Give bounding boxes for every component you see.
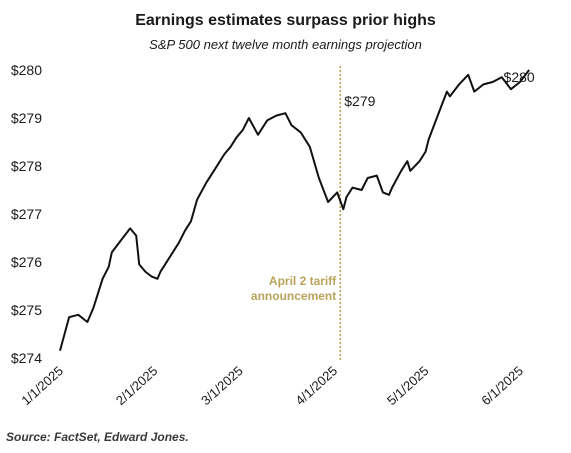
x-tick-label: 3/1/2025 [198, 363, 246, 408]
y-tick-label: $274 [11, 350, 42, 366]
source-note: Source: FactSet, Edward Jones. [6, 430, 189, 444]
x-tick-label: 2/1/2025 [113, 363, 161, 408]
x-tick-label: 6/1/2025 [478, 363, 526, 408]
x-axis-ticks: 1/1/2025 2/1/2025 3/1/2025 4/1/2025 5/1/2025… [18, 363, 526, 408]
annotation-text: announcement [251, 289, 336, 303]
y-tick-label: $278 [11, 158, 42, 174]
chart-subtitle: S&P 500 next twelve month earnings proje… [149, 37, 422, 52]
x-tick-label: 1/1/2025 [18, 363, 66, 408]
y-tick-label: $276 [11, 254, 42, 270]
x-tick-label: 4/1/2025 [293, 363, 341, 408]
series-layer [59, 69, 530, 352]
value-labels: $279 $280 [344, 69, 535, 109]
annotation-text: April 2 tariff [269, 274, 337, 288]
peak-value-label: $279 [344, 93, 375, 109]
x-tick-label: 5/1/2025 [384, 363, 432, 408]
y-tick-label: $280 [11, 62, 42, 78]
y-tick-label: $279 [11, 110, 42, 126]
y-axis-ticks: $274 $275 $276 $277 $278 $279 $280 [11, 62, 42, 366]
end-value-label: $280 [504, 69, 535, 85]
y-tick-label: $275 [11, 302, 42, 318]
chart-title: Earnings estimates surpass prior highs [135, 12, 436, 29]
series-line [59, 69, 530, 352]
y-tick-label: $277 [11, 206, 42, 222]
